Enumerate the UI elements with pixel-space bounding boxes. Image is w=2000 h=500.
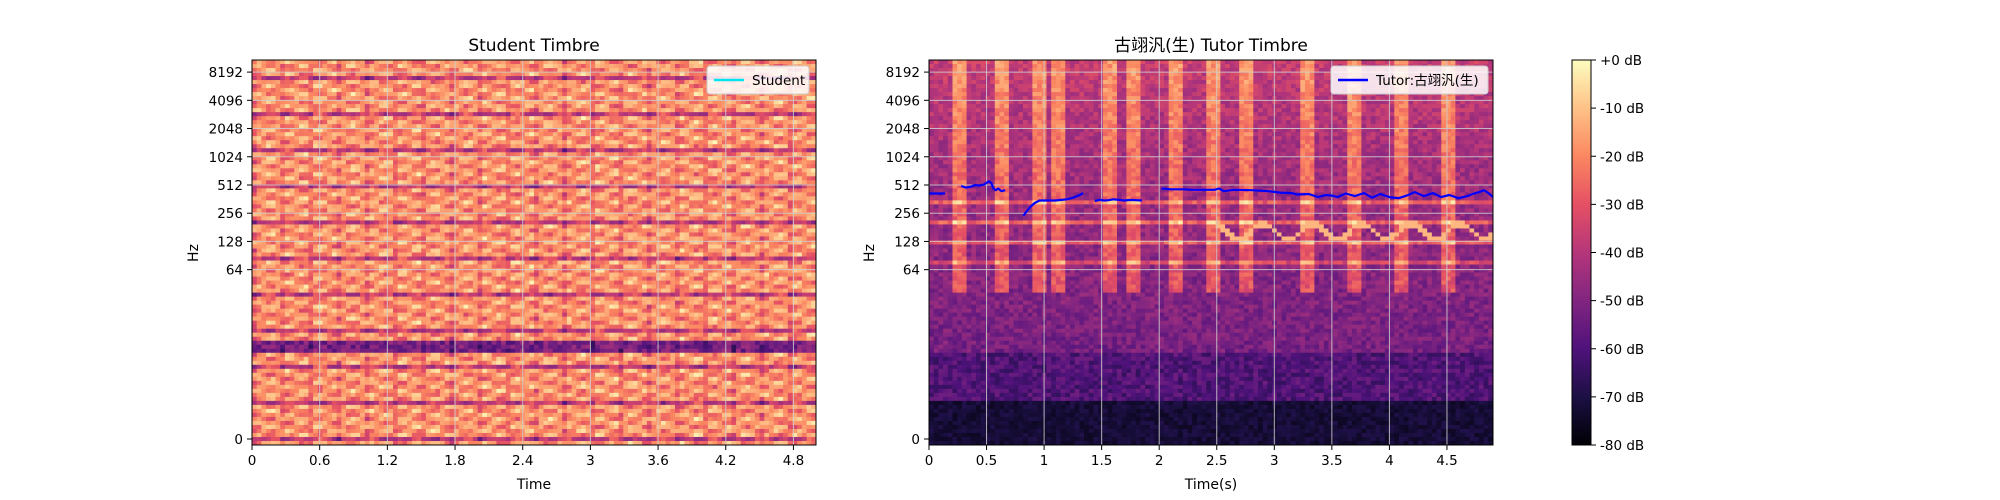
x-tick-label: 1.5 xyxy=(1091,453,1112,469)
tutor-spectrogram-heatmap xyxy=(929,60,1493,445)
x-tick-label: 0 xyxy=(248,453,257,469)
x-tick-label: 3.5 xyxy=(1321,453,1342,469)
y-tick-label: 8192 xyxy=(209,65,243,81)
y-tick-label: 0 xyxy=(911,432,920,448)
student-y-axis: 0 64 128 256 512 1024 2048 4096 8192 xyxy=(209,65,252,448)
x-tick-label: 1 xyxy=(1040,453,1049,469)
tutor-x-axis: 0 0.5 1 1.5 2 2.5 3 3.5 4 4.5 xyxy=(925,445,1458,469)
x-tick-label: 2.5 xyxy=(1206,453,1227,469)
colorbar-tick-label: -10 dB xyxy=(1600,101,1644,117)
x-tick-label: 4 xyxy=(1385,453,1394,469)
student-x-axis: 0 0.6 1.2 1.8 2.4 3 3.6 4.2 4.8 xyxy=(248,445,804,469)
colorbar-tick-label: -40 dB xyxy=(1600,246,1644,262)
tutor-pitch-line xyxy=(1161,187,1493,200)
tutor-legend-label: Tutor:古翊汎(生) xyxy=(1375,73,1479,89)
student-y-axis-label: Hz xyxy=(186,244,202,262)
colorbar-tick-label: -80 dB xyxy=(1600,438,1644,454)
colorbar-tick-label: -30 dB xyxy=(1600,197,1644,213)
y-tick-label: 512 xyxy=(217,178,243,194)
y-tick-label: 64 xyxy=(226,263,243,279)
x-tick-label: 2 xyxy=(1155,453,1164,469)
x-tick-label: 0 xyxy=(925,453,934,469)
y-tick-label: 64 xyxy=(903,263,920,279)
tutor-axes-frame xyxy=(928,59,1494,446)
student-x-axis-label: Time xyxy=(516,477,551,493)
x-tick-label: 4.2 xyxy=(715,453,736,469)
tutor-y-axis: 0 64 128 256 512 1024 2048 4096 8192 xyxy=(886,65,929,448)
y-tick-label: 256 xyxy=(894,206,920,222)
x-tick-label: 3.6 xyxy=(647,453,668,469)
y-tick-label: 0 xyxy=(234,432,243,448)
y-tick-label: 2048 xyxy=(209,122,243,138)
colorbar-tick-label: -60 dB xyxy=(1600,342,1644,358)
tutor-y-axis-label: Hz xyxy=(862,244,878,262)
student-legend-label: Student xyxy=(752,73,805,89)
colorbar: +0 dB -10 dB -20 dB -30 dB -40 dB -50 dB -60 d… xyxy=(1571,53,1644,454)
student-axes-frame xyxy=(251,59,817,446)
student-chart-title: Student Timbre xyxy=(468,36,599,56)
student-grid xyxy=(252,60,816,445)
tutor-pitch-series xyxy=(929,180,1493,217)
x-tick-label: 4.5 xyxy=(1436,453,1457,469)
x-tick-label: 4.8 xyxy=(783,453,804,469)
y-tick-label: 256 xyxy=(217,206,243,222)
y-tick-label: 512 xyxy=(894,178,920,194)
colorbar-tick-label: -70 dB xyxy=(1600,390,1644,406)
student-spectrogram-heatmap xyxy=(252,60,816,445)
x-tick-label: 3 xyxy=(586,453,595,469)
tutor-chart-title: 古翊汎(生) Tutor Timbre xyxy=(1114,36,1308,56)
student-legend: Student xyxy=(706,65,810,95)
tutor-pitch-line xyxy=(1022,192,1084,217)
tutor-pitch-line xyxy=(1094,198,1142,203)
x-tick-label: 1.2 xyxy=(377,453,398,469)
x-tick-label: 0.6 xyxy=(309,453,330,469)
y-tick-label: 4096 xyxy=(886,93,920,109)
colorbar-gradient xyxy=(1571,59,1592,446)
y-tick-label: 8192 xyxy=(886,65,920,81)
x-tick-label: 0.5 xyxy=(976,453,997,469)
colorbar-tick-label: -20 dB xyxy=(1600,149,1644,165)
x-tick-label: 2.4 xyxy=(512,453,533,469)
y-tick-label: 1024 xyxy=(209,150,243,166)
y-tick-label: 2048 xyxy=(886,122,920,138)
tutor-timbre-panel: 古翊汎(生) Tutor Timbre 0 0.5 1 1.5 2 2.5 3 3.5 4 4.5… xyxy=(862,36,1494,493)
tutor-grid xyxy=(929,60,1493,445)
tutor-x-axis-label: Time(s) xyxy=(1184,477,1237,493)
x-tick-label: 1.8 xyxy=(444,453,465,469)
y-tick-label: 128 xyxy=(894,234,920,250)
tutor-pitch-line xyxy=(960,180,1006,193)
colorbar-tick-label: -50 dB xyxy=(1600,294,1644,310)
y-tick-label: 4096 xyxy=(209,93,243,109)
y-tick-label: 1024 xyxy=(886,150,920,166)
y-tick-label: 128 xyxy=(217,234,243,250)
x-tick-label: 3 xyxy=(1270,453,1279,469)
colorbar-tick-label: +0 dB xyxy=(1600,53,1642,69)
student-timbre-panel: Student Timbre 0 0.6 1.2 1.8 2.4 3 3.6 4.2 4.8 0… xyxy=(186,36,817,493)
tutor-legend: Tutor:古翊汎(生) xyxy=(1330,65,1489,95)
colorbar-ticks: +0 dB -10 dB -20 dB -30 dB -40 dB -50 dB -60 d… xyxy=(1591,53,1644,454)
